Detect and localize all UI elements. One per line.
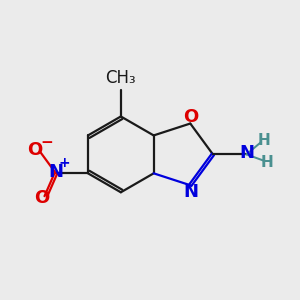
Text: O: O [183, 108, 199, 126]
Text: N: N [183, 183, 198, 201]
Text: H: H [257, 133, 270, 148]
Text: +: + [58, 156, 70, 170]
Text: O: O [27, 141, 42, 159]
Text: N: N [239, 145, 254, 163]
Text: −: − [40, 135, 53, 150]
Text: O: O [34, 189, 49, 207]
Text: H: H [261, 155, 274, 170]
Text: N: N [48, 164, 63, 181]
Text: CH₃: CH₃ [106, 69, 136, 87]
